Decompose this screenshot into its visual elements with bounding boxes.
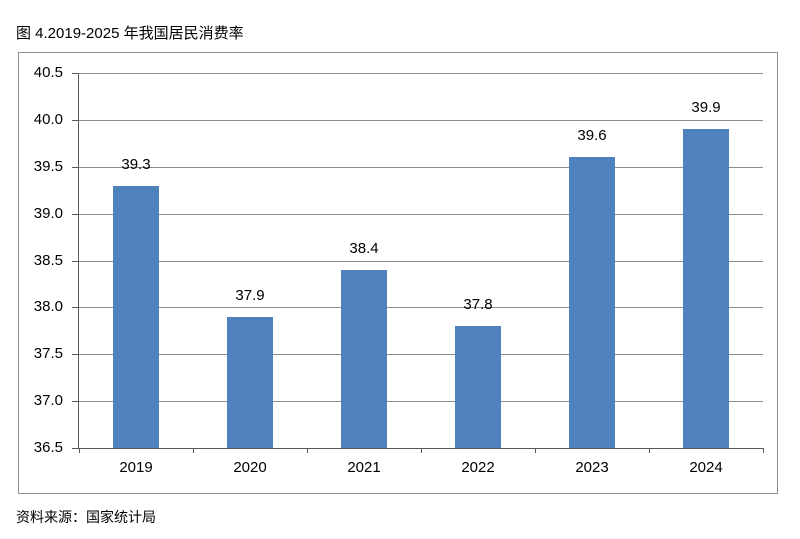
x-axis-tick — [79, 448, 80, 453]
bar-value-label: 39.3 — [121, 156, 151, 173]
y-tick-label: 38.5 — [33, 252, 63, 269]
figure-title: 图 4.2019-2025 年我国居民消费率 — [16, 25, 244, 42]
x-axis-tick — [649, 448, 650, 453]
x-tick-label: 2023 — [575, 459, 609, 476]
x-axis-tick — [535, 448, 536, 453]
y-axis-tick — [72, 214, 79, 215]
bar-2019 — [113, 186, 159, 448]
y-axis-tick — [72, 73, 79, 74]
bar-value-label: 37.9 — [235, 287, 265, 304]
x-axis-tick — [307, 448, 308, 453]
y-axis-tick — [72, 307, 79, 308]
x-tick-label: 2022 — [461, 459, 495, 476]
y-tick-label: 40.5 — [33, 64, 63, 81]
x-axis-tick — [193, 448, 194, 453]
y-axis-tick — [72, 448, 79, 449]
x-tick-label: 2024 — [689, 459, 723, 476]
bar-2021 — [341, 270, 387, 448]
bar-value-label: 38.4 — [349, 240, 379, 257]
y-axis-tick — [72, 120, 79, 121]
y-tick-label: 40.0 — [33, 111, 63, 128]
y-tick-label: 39.5 — [33, 158, 63, 175]
gridline — [79, 73, 763, 74]
bar-2023 — [569, 157, 615, 448]
gridline — [79, 401, 763, 402]
bar-2024 — [683, 129, 729, 448]
y-axis-tick — [72, 401, 79, 402]
y-axis-tick — [72, 167, 79, 168]
chart-frame: 40.5 40.0 39.5 39.0 38.5 38.0 37.5 37.0 36.5 39.3… — [18, 52, 778, 494]
y-axis-tick — [72, 261, 79, 262]
x-tick-label: 2020 — [233, 459, 267, 476]
bar-value-label: 37.8 — [463, 296, 493, 313]
gridline — [79, 354, 763, 355]
gridline — [79, 307, 763, 308]
bar-value-label: 39.9 — [691, 99, 721, 116]
x-axis-tick — [763, 448, 764, 453]
gridline — [79, 261, 763, 262]
plot-area: 40.5 40.0 39.5 39.0 38.5 38.0 37.5 37.0 36.5 39.3… — [34, 65, 764, 476]
y-axis-tick — [72, 354, 79, 355]
gridline — [79, 120, 763, 121]
x-tick-label: 2021 — [347, 459, 381, 476]
bar-value-label: 39.6 — [577, 127, 607, 144]
source-note: 资料来源：国家统计局 — [16, 509, 156, 525]
gridline — [79, 167, 763, 168]
gridline — [79, 214, 763, 215]
y-tick-label: 39.0 — [33, 205, 63, 222]
x-tick-label: 2019 — [119, 459, 153, 476]
y-tick-label: 38.0 — [33, 298, 63, 315]
y-tick-label: 37.5 — [33, 345, 63, 362]
x-axis-tick — [421, 448, 422, 453]
bar-2020 — [227, 317, 273, 448]
y-tick-label: 37.0 — [33, 392, 63, 409]
bar-2022 — [455, 326, 501, 448]
y-tick-label: 36.5 — [33, 439, 63, 456]
